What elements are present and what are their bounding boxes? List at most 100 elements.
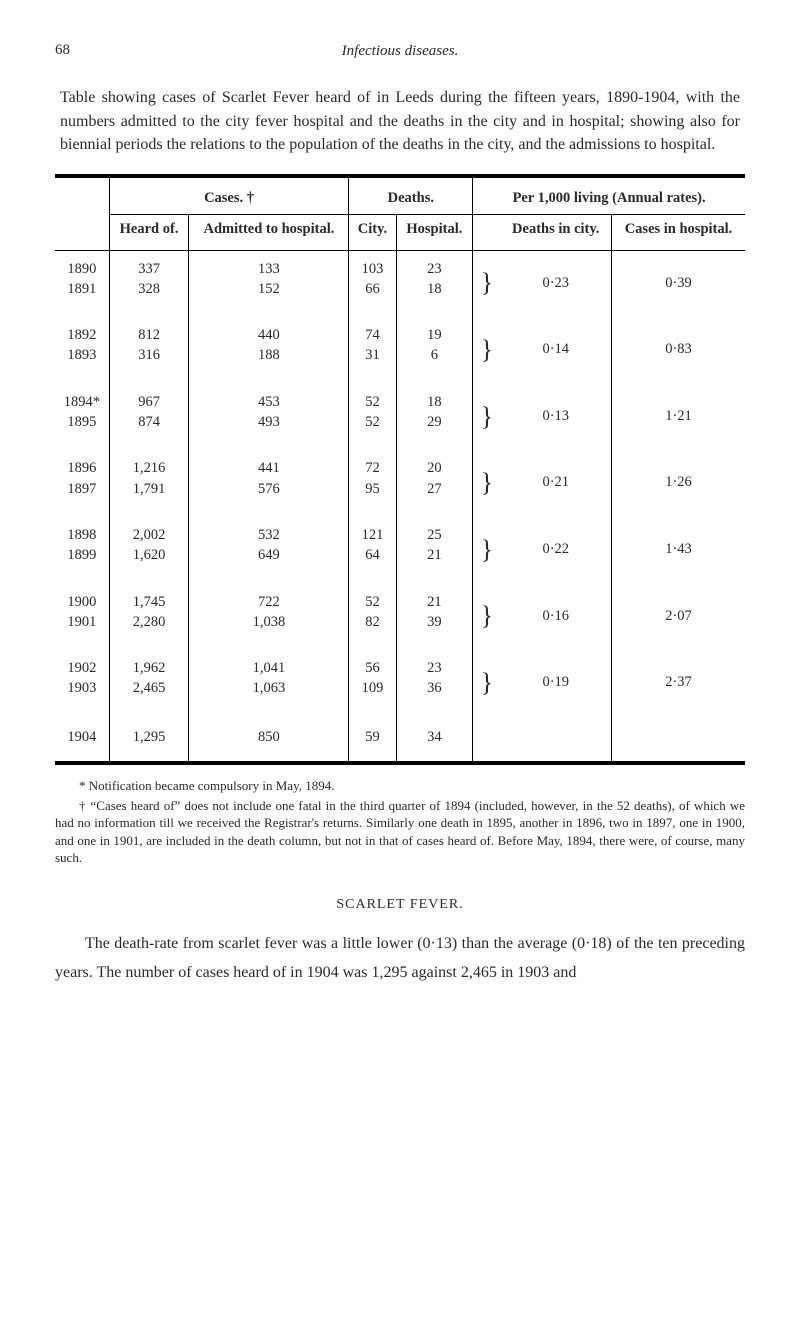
footnote-star: * Notification became compulsory in May,… xyxy=(55,777,745,795)
deaths-header: Deaths. xyxy=(349,176,473,215)
admitted-cell: 850 xyxy=(189,717,349,763)
year-cell: 1892 xyxy=(55,317,109,345)
year-cell: 1900 xyxy=(55,584,109,612)
hosp-cell: 39 xyxy=(396,612,473,640)
heard-cell: 1,295 xyxy=(109,717,189,763)
admitted-cell: 1,038 xyxy=(189,612,349,640)
year-cell: 1903 xyxy=(55,678,109,706)
spacer-row xyxy=(55,574,745,584)
death-rate-cell: 0·16 xyxy=(500,584,611,641)
case-rate-cell: 0·39 xyxy=(612,250,746,307)
spacer-row xyxy=(55,507,745,517)
hosp-cell: 20 xyxy=(396,450,473,478)
year-cell: 1896 xyxy=(55,450,109,478)
year-cell: 1904 xyxy=(55,717,109,763)
brace-icon: } xyxy=(473,517,501,574)
hosp-cell: 36 xyxy=(396,678,473,706)
heard-cell: 316 xyxy=(109,345,189,373)
admitted-cell: 722 xyxy=(189,584,349,612)
heard-cell: 337 xyxy=(109,250,189,279)
city-cell: 121 xyxy=(349,517,396,545)
case-rate-cell: 1·43 xyxy=(612,517,746,574)
city-cell: 56 xyxy=(349,650,396,678)
year-cell: 1899 xyxy=(55,545,109,573)
footnotes: * Notification became compulsory in May,… xyxy=(55,777,745,867)
admitted-cell: 152 xyxy=(189,279,349,307)
hospital-header: Hospital. xyxy=(396,215,473,250)
admitted-cell: 453 xyxy=(189,384,349,412)
spacer-row xyxy=(55,374,745,384)
footnote-dagger: † “Cases heard of” does not include one … xyxy=(55,797,745,867)
spacer-row xyxy=(55,707,745,717)
city-header: City. xyxy=(349,215,396,250)
death-rate-cell xyxy=(500,717,611,763)
death-rate-cell: 0·21 xyxy=(500,450,611,507)
brace-icon: } xyxy=(473,317,501,374)
city-cell: 95 xyxy=(349,479,396,507)
page-number: 68 xyxy=(55,40,70,61)
hosp-cell: 21 xyxy=(396,584,473,612)
hosp-cell: 29 xyxy=(396,412,473,440)
year-cell: 1898 xyxy=(55,517,109,545)
city-cell: 64 xyxy=(349,545,396,573)
admitted-cell: 1,063 xyxy=(189,678,349,706)
heard-cell: 812 xyxy=(109,317,189,345)
hosp-cell: 18 xyxy=(396,279,473,307)
case-rate-cell: 2·07 xyxy=(612,584,746,641)
case-rate-cell: 0·83 xyxy=(612,317,746,374)
city-cell: 52 xyxy=(349,412,396,440)
brace-icon: } xyxy=(473,384,501,441)
spacer-row xyxy=(55,307,745,317)
cases-header: Cases. † xyxy=(109,176,349,215)
admitted-cell: 493 xyxy=(189,412,349,440)
year-cell: 1901 xyxy=(55,612,109,640)
city-cell: 109 xyxy=(349,678,396,706)
heard-cell: 2,280 xyxy=(109,612,189,640)
heard-cell: 1,620 xyxy=(109,545,189,573)
per1000-header: Per 1,000 living (Annual rates). xyxy=(473,176,745,215)
table-row: 18982,00253212125}0·221·43 xyxy=(55,517,745,545)
city-cell: 66 xyxy=(349,279,396,307)
year-cell: 1890 xyxy=(55,250,109,279)
year-header xyxy=(55,176,109,250)
year-cell: 1894* xyxy=(55,384,109,412)
brace-header xyxy=(473,215,501,250)
year-cell: 1897 xyxy=(55,479,109,507)
year-cell: 1891 xyxy=(55,279,109,307)
death-rate-cell: 0·13 xyxy=(500,384,611,441)
brace-icon: } xyxy=(473,250,501,307)
death-rate-cell: 0·22 xyxy=(500,517,611,574)
hosp-cell: 6 xyxy=(396,345,473,373)
table-row: 19041,2958505934 xyxy=(55,717,745,763)
heard-cell: 1,745 xyxy=(109,584,189,612)
cases-hospital-header: Cases in hospital. xyxy=(612,215,746,250)
city-cell: 103 xyxy=(349,250,396,279)
city-cell: 52 xyxy=(349,584,396,612)
death-rate-cell: 0·19 xyxy=(500,650,611,707)
section-heading: SCARLET FEVER. xyxy=(55,895,745,915)
spacer-row xyxy=(55,640,745,650)
case-rate-cell: 1·21 xyxy=(612,384,746,441)
year-cell: 1902 xyxy=(55,650,109,678)
case-rate-cell: 1·26 xyxy=(612,450,746,507)
admitted-cell: 532 xyxy=(189,517,349,545)
admitted-cell: 1,041 xyxy=(189,650,349,678)
brace-icon: } xyxy=(473,584,501,641)
death-rate-cell: 0·23 xyxy=(500,250,611,307)
admitted-cell: 188 xyxy=(189,345,349,373)
admitted-cell: 576 xyxy=(189,479,349,507)
heard-cell: 1,791 xyxy=(109,479,189,507)
admitted-cell: 133 xyxy=(189,250,349,279)
heard-cell: 967 xyxy=(109,384,189,412)
heard-cell: 1,962 xyxy=(109,650,189,678)
case-rate-cell: 2·37 xyxy=(612,650,746,707)
city-cell: 59 xyxy=(349,717,396,763)
running-head: Infectious diseases. xyxy=(342,43,459,59)
city-cell: 74 xyxy=(349,317,396,345)
table-caption: Table showing cases of Scarlet Fever hea… xyxy=(60,86,740,156)
case-rate-cell xyxy=(612,717,746,763)
heard-cell: 2,002 xyxy=(109,517,189,545)
heard-cell: 1,216 xyxy=(109,450,189,478)
admitted-cell: 440 xyxy=(189,317,349,345)
admitted-cell: 649 xyxy=(189,545,349,573)
